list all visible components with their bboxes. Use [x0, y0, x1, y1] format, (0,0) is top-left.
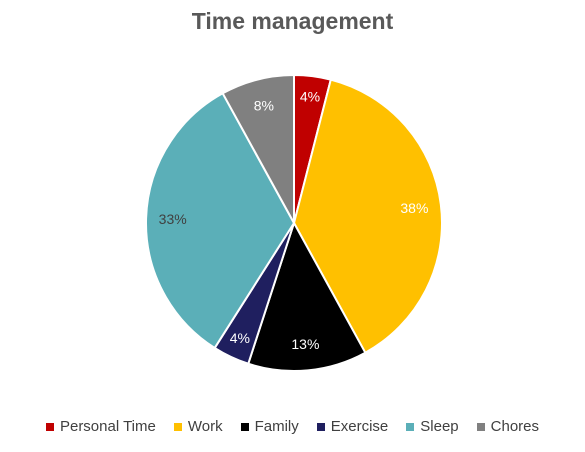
- legend-item-family: Family: [240, 418, 299, 435]
- legend-item-work: Work: [173, 418, 223, 435]
- legend-label: Sleep: [420, 418, 459, 435]
- legend-item-exercise: Exercise: [316, 418, 389, 435]
- chart-title: Time management: [191, 8, 394, 34]
- slice-label-work: 38%: [400, 200, 428, 216]
- legend-swatch: [476, 422, 485, 431]
- pie-slice-work: [292, 78, 443, 355]
- legend-swatch: [240, 422, 249, 431]
- legend-label: Family: [254, 418, 299, 435]
- pie-slice-family: [247, 220, 367, 372]
- legend-label: Personal Time: [59, 418, 156, 435]
- legend-label: Work: [187, 418, 223, 435]
- legend-swatch: [406, 422, 415, 431]
- slice-label-chores: 8%: [254, 97, 274, 113]
- slice-label-exercise: 4%: [230, 330, 250, 346]
- legend-item-chores: Chores: [476, 418, 540, 435]
- pie-slice-chores: [221, 73, 295, 224]
- legend-item-personal-time: Personal Time: [45, 418, 156, 435]
- slice-label-sleep: 33%: [159, 211, 187, 227]
- legend-item-sleep: Sleep: [406, 418, 459, 435]
- legend-swatch: [316, 422, 325, 431]
- slice-label-family: 13%: [291, 336, 319, 352]
- legend-label: Exercise: [330, 418, 389, 435]
- legend: Personal Time Work Family Exercise Sleep Chor…: [0, 418, 585, 435]
- legend-label: Chores: [490, 418, 540, 435]
- legend-swatch: [173, 422, 182, 431]
- legend-swatch: [45, 422, 54, 431]
- slice-label-personal-time: 4%: [300, 89, 320, 105]
